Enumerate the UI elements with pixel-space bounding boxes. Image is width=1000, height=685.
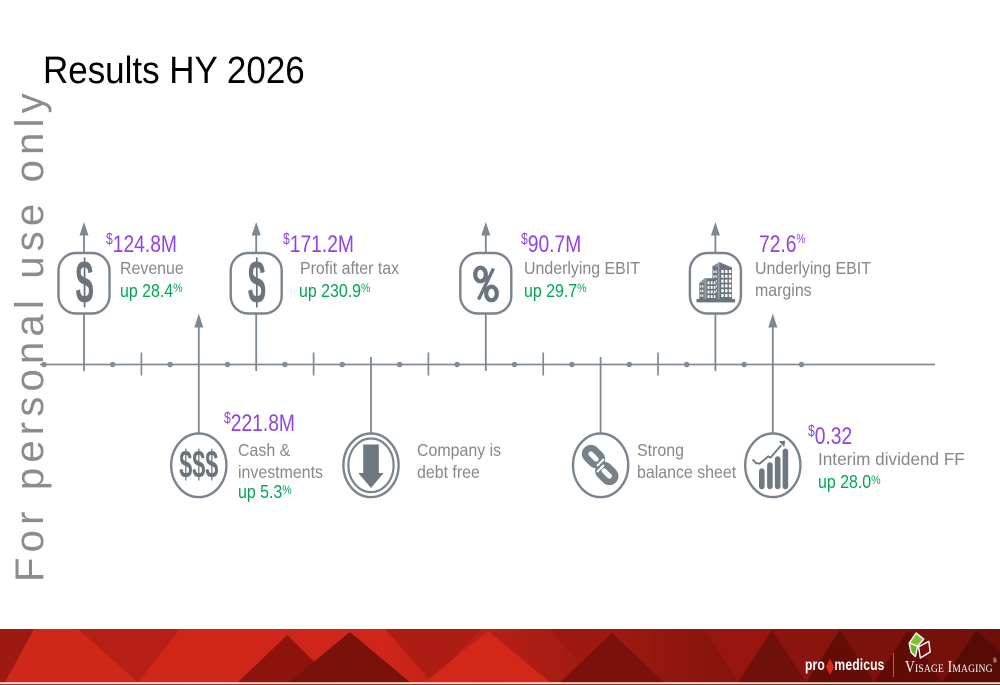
- svg-text:$$$: $$$: [179, 442, 218, 486]
- svg-text:$: $: [76, 249, 94, 316]
- svg-text:$: $: [248, 249, 266, 316]
